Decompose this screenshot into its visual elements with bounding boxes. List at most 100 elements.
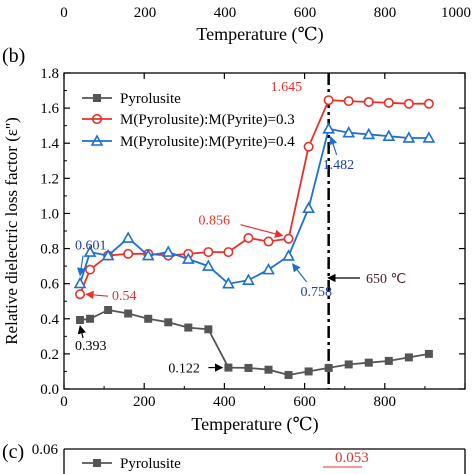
annotation-arrow-1 (329, 136, 338, 156)
top-xlabel: Temperature (℃) (196, 24, 323, 45)
legend-marker-ratio-04 (90, 134, 104, 146)
annotation-arrow-2 (240, 224, 284, 238)
y-tick-label-8: 1.6 (40, 101, 59, 117)
point-2-9 (242, 273, 255, 285)
series-line-1 (79, 99, 429, 295)
point-1-7 (203, 247, 214, 258)
point-2-8 (222, 277, 235, 289)
point-0-6 (184, 323, 193, 332)
series-line-0 (79, 309, 430, 376)
point-2-2 (101, 248, 115, 261)
point-1-8 (223, 247, 234, 258)
point-2-16 (382, 129, 396, 141)
annotation-3: 0.601 (75, 238, 107, 253)
point-2-6 (181, 252, 195, 264)
x-tick-label-1: 200 (133, 394, 156, 410)
panel-c-annotation: 0.053 (335, 450, 369, 466)
y-tick-label-6: 1.2 (40, 171, 59, 187)
x-tick-label-4: 800 (374, 394, 397, 410)
annotation-arrow-3 (77, 255, 86, 277)
point-0-4 (144, 314, 153, 323)
annotation-2: 0.856 (199, 214, 231, 229)
point-1-9 (243, 233, 254, 244)
point-0-11 (284, 370, 293, 379)
point-1-10 (263, 236, 274, 247)
point-2-1 (83, 245, 97, 257)
annotation-6: 0.393 (75, 339, 107, 354)
annotation-4: 0.54 (112, 289, 137, 304)
legend-label-ratio-04: M(Pyrolusite):M(Pyrite)=0.4 (120, 134, 295, 150)
annotation-arrow-5 (292, 263, 308, 283)
annotation-5: 0.758 (301, 285, 333, 300)
point-2-5 (161, 245, 175, 257)
x-axis-label: Temperature (℃) (191, 414, 318, 435)
point-0-13 (324, 363, 333, 372)
y-tick-label-7: 1.4 (40, 136, 59, 152)
y-tick-label-1: 0.2 (40, 347, 59, 363)
point-0-12 (304, 367, 313, 376)
legend: Pyrolusite M(Pyrolusite):M(Pyrite)=0.3 M… (82, 91, 295, 150)
point-0-1 (86, 314, 95, 323)
point-2-3 (121, 231, 135, 243)
point-0-10 (264, 365, 273, 374)
panel-c-legend-marker (93, 459, 101, 467)
series-line-2 (79, 127, 429, 285)
point-0-3 (124, 309, 133, 318)
point-2-12 (302, 201, 315, 213)
point-1-18 (423, 98, 434, 109)
point-1-3 (123, 248, 134, 259)
y-axis: 0.0 0.2 0.4 0.6 0.8 1.0 1.2 1.4 1.6 1.8 (40, 66, 465, 398)
panel-b-label: (b) (2, 45, 25, 67)
point-2-13 (322, 122, 336, 134)
point-0-18 (424, 349, 433, 358)
point-0-8 (224, 363, 233, 372)
point-1-1 (85, 264, 96, 275)
point-2-10 (262, 262, 275, 275)
legend-marker-ratio-03 (91, 113, 103, 125)
point-0-14 (344, 360, 353, 369)
point-0-16 (384, 356, 393, 365)
annotation-0: 1.645 (271, 80, 303, 95)
vline-callout: 650 ℃ (327, 272, 406, 287)
x-axis: 0 200 400 600 800 (60, 73, 466, 410)
point-2-7 (202, 259, 215, 271)
y-tick-label-0: 0.0 (40, 382, 59, 398)
y-tick-label-5: 1.0 (40, 206, 59, 222)
point-2-17 (402, 131, 416, 143)
top-panel-fragment: 0 200 400 600 800 1000 Temperature (℃) (60, 5, 471, 45)
point-2-4 (141, 248, 155, 261)
top-tick-label-2: 400 (214, 5, 237, 21)
point-2-14 (342, 126, 356, 138)
y-tick-label-2: 0.4 (40, 312, 59, 328)
point-2-0 (73, 276, 87, 289)
annotation-layer: 1.645 1.482 0.856 0.601 0.54 0.758 0.393 0.122 (75, 80, 354, 376)
point-2-11 (282, 249, 295, 261)
point-0-5 (164, 318, 173, 327)
top-tick-label-3: 600 (294, 5, 317, 21)
top-tick-label-0: 0 (60, 5, 68, 21)
point-0-2 (104, 306, 113, 314)
point-2-18 (422, 131, 436, 143)
annotation-arrow-4 (85, 290, 109, 300)
panel-c-y-tick: 0.06 (32, 442, 59, 458)
legend-label-pyrolusite: Pyrolusite (120, 91, 181, 107)
vline-label: 650 ℃ (366, 272, 406, 287)
point-1-13 (323, 95, 334, 106)
y-tick-label-3: 0.6 (40, 277, 59, 293)
series-layer (73, 95, 436, 379)
point-1-12 (303, 141, 314, 152)
top-tick-label-5: 1000 (441, 5, 471, 21)
annotation-7: 0.122 (168, 362, 200, 377)
point-1-14 (343, 96, 354, 107)
x-tick-label-3: 600 (293, 394, 316, 410)
annotation-arrow-6 (77, 325, 86, 339)
point-0-17 (404, 353, 413, 362)
annotation-1: 1.482 (323, 158, 355, 173)
legend-label-ratio-03: M(Pyrolusite):M(Pyrite)=0.3 (120, 112, 295, 128)
y-tick-label-9: 1.8 (40, 66, 59, 82)
point-0-9 (244, 363, 253, 372)
x-tick-label-2: 400 (213, 394, 236, 410)
point-2-15 (362, 127, 376, 140)
legend-marker-pyrolusite (93, 94, 101, 102)
